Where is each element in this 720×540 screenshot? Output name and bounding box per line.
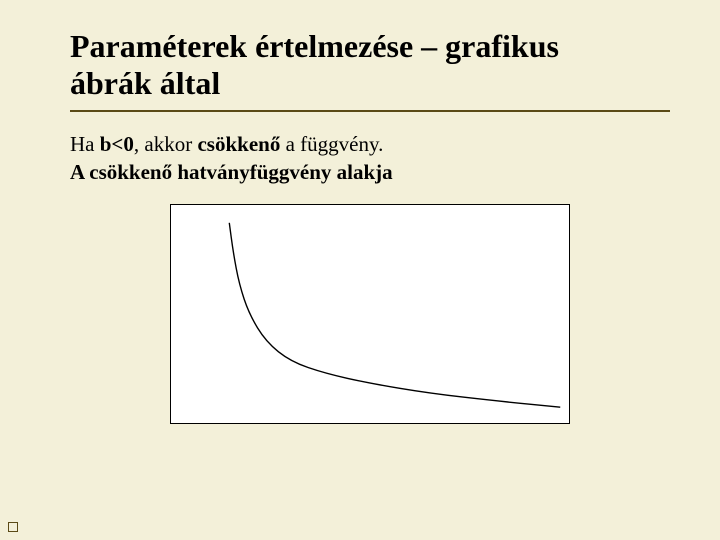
title-line-2: ábrák által [70,65,220,101]
chart-container [70,204,670,424]
body-line1-bold-word: csökkenő [197,132,280,156]
body-line1-post: a függvény. [280,132,383,156]
page-title: Paraméterek értelmezése – grafikus ábrák… [70,20,670,108]
body-line1-mid: , akkor [134,132,198,156]
body-line2: A csökkenő hatványfüggvény alakja [70,160,393,184]
body-line1-bold-condition: b<0 [100,132,134,156]
title-line-1: Paraméterek értelmezése – grafikus [70,28,559,64]
body-line1-pre: Ha [70,132,100,156]
curve-line [229,223,560,407]
footer-square-icon [8,522,18,532]
title-underline [70,110,670,112]
slide: Paraméterek értelmezése – grafikus ábrák… [0,0,720,540]
power-function-chart [170,204,570,424]
body-text: Ha b<0, akkor csökkenő a függvény. A csö… [70,130,670,187]
